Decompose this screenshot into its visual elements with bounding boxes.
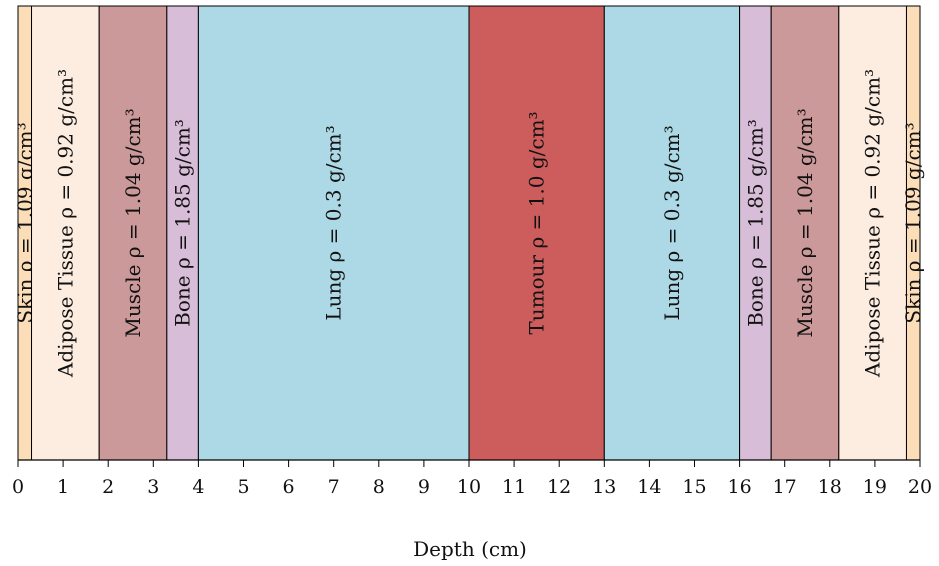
tick-label: 16 [728, 476, 752, 498]
tick-label: 19 [863, 476, 887, 498]
layer-label: Adipose Tissue ρ = 0.92 g/cm³ [53, 69, 77, 378]
layer-band [197, 5, 470, 461]
layer-label: Lung ρ = 0.3 g/cm³ [322, 125, 346, 320]
axis-ticks: 0 1 2 3 4 5 6 7 8 9 10 11 12 13 14 15 16 17 18 19 20 [12, 460, 932, 498]
tick-label: 7 [328, 476, 340, 498]
tick-label: 12 [547, 476, 571, 498]
layer-label: Bone ρ = 1.85 g/cm³ [743, 119, 767, 327]
tick-label: 20 [908, 476, 932, 498]
layer-label: Skin ρ = 1.09 g/cm³ [901, 122, 925, 323]
tissue-layers: Skin ρ = 1.09 g/cm³ Adipose Tissue ρ = 0.… [13, 5, 925, 461]
layer-muscle: Muscle ρ = 1.04 g/cm³ [98, 5, 168, 461]
tick-label: 17 [773, 476, 797, 498]
layer-lung: Lung ρ = 0.3 g/cm³ [603, 5, 741, 461]
tick-label: 6 [283, 476, 295, 498]
layer-skin: Skin ρ = 1.09 g/cm³ [901, 5, 925, 461]
tick-label: 5 [237, 476, 249, 498]
tick-label: 13 [592, 476, 616, 498]
layer-tumour: Tumour ρ = 1.0 g/cm³ [468, 5, 605, 461]
tick-label: 9 [418, 476, 430, 498]
layer-label: Tumour ρ = 1.0 g/cm³ [525, 111, 549, 334]
tick-label: 4 [192, 476, 204, 498]
layer-label: Muscle ρ = 1.04 g/cm³ [793, 108, 817, 337]
layer-adipose-tissue: Adipose Tissue ρ = 0.92 g/cm³ [838, 5, 907, 461]
x-axis-label: Depth (cm) [413, 537, 527, 561]
tick-label: 11 [502, 476, 526, 498]
layer-band [739, 5, 772, 461]
tick-label: 2 [102, 476, 114, 498]
layer-label: Muscle ρ = 1.04 g/cm³ [121, 108, 145, 337]
layer-band [770, 5, 840, 461]
depth-axis: 0 1 2 3 4 5 6 7 8 9 10 11 12 13 14 15 16 17 18 19 20 [12, 459, 932, 498]
layer-lung: Lung ρ = 0.3 g/cm³ [197, 5, 470, 461]
tick-label: 1 [57, 476, 69, 498]
layer-muscle: Muscle ρ = 1.04 g/cm³ [770, 5, 840, 461]
layer-band [603, 5, 741, 461]
tick-label: 14 [637, 476, 661, 498]
layer-band [468, 5, 605, 461]
layer-label: Bone ρ = 1.85 g/cm³ [171, 119, 195, 327]
layer-bone: Bone ρ = 1.85 g/cm³ [739, 5, 772, 461]
layer-label: Adipose Tissue ρ = 0.92 g/cm³ [861, 69, 885, 378]
tick-label: 8 [373, 476, 385, 498]
tick-label: 18 [818, 476, 842, 498]
layer-bone: Bone ρ = 1.85 g/cm³ [166, 5, 199, 461]
tick-label: 10 [457, 476, 481, 498]
layer-adipose-tissue: Adipose Tissue ρ = 0.92 g/cm³ [31, 5, 100, 461]
layer-label: Lung ρ = 0.3 g/cm³ [660, 125, 684, 320]
tick-label: 3 [147, 476, 159, 498]
tick-label: 0 [12, 476, 24, 498]
tick-label: 15 [682, 476, 706, 498]
